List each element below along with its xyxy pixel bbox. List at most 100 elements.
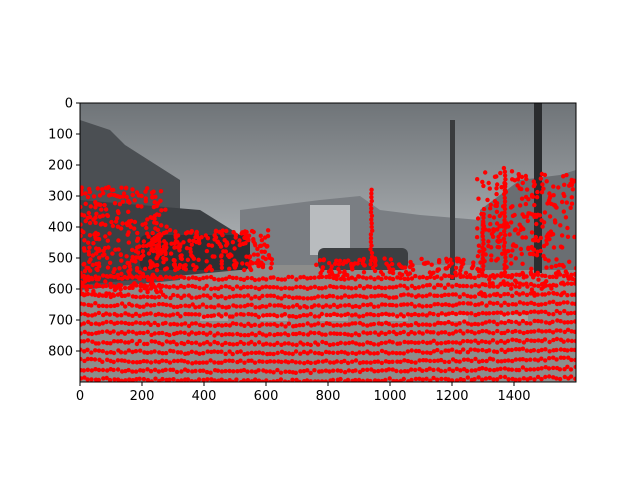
data-point — [569, 320, 574, 325]
data-point — [201, 323, 206, 328]
data-point — [81, 368, 87, 373]
data-point — [154, 256, 159, 261]
data-point — [267, 302, 273, 308]
data-point — [119, 320, 124, 325]
data-point — [431, 338, 436, 343]
data-point — [409, 312, 414, 318]
data-point — [521, 301, 526, 306]
data-point — [171, 321, 177, 327]
data-point — [315, 342, 321, 347]
data-point — [546, 291, 552, 296]
data-point — [357, 257, 362, 263]
data-point — [554, 347, 559, 353]
data-point — [502, 374, 508, 380]
data-point — [327, 273, 332, 279]
data-point — [502, 262, 507, 267]
data-point — [410, 267, 416, 272]
data-point — [439, 350, 444, 355]
data-point — [256, 259, 261, 264]
data-point — [85, 284, 91, 289]
data-point — [558, 244, 564, 249]
data-point — [194, 265, 199, 270]
data-point — [255, 246, 260, 252]
white-building — [310, 205, 350, 255]
data-point — [158, 189, 164, 194]
data-point — [171, 284, 176, 289]
data-point — [100, 321, 106, 326]
data-point — [80, 284, 84, 289]
data-point — [461, 347, 466, 352]
data-point — [327, 342, 333, 348]
data-point — [109, 219, 114, 225]
data-point — [133, 320, 139, 325]
data-point — [151, 284, 157, 289]
data-point — [148, 322, 153, 327]
data-point — [480, 234, 485, 239]
data-point — [509, 319, 514, 325]
data-point — [197, 342, 203, 347]
data-point — [212, 305, 217, 310]
data-point — [301, 296, 306, 301]
data-point — [480, 267, 486, 272]
data-point — [282, 277, 288, 282]
data-point — [92, 357, 98, 362]
data-point — [350, 321, 355, 326]
data-point — [301, 368, 307, 374]
data-point — [271, 351, 276, 357]
data-point — [356, 332, 362, 338]
data-point — [80, 270, 83, 276]
data-point — [186, 312, 191, 317]
data-point — [490, 338, 496, 343]
data-point — [457, 294, 462, 299]
data-point — [491, 310, 496, 316]
data-point — [528, 309, 534, 315]
data-point — [357, 283, 363, 289]
data-point — [480, 179, 485, 185]
data-point — [298, 369, 303, 374]
data-point — [513, 357, 519, 362]
data-point — [168, 303, 173, 308]
data-point — [517, 173, 522, 179]
data-point — [480, 321, 485, 326]
data-point — [482, 282, 488, 287]
data-point — [461, 274, 466, 279]
data-point — [547, 339, 552, 345]
data-point — [520, 282, 526, 287]
data-point — [364, 360, 369, 365]
data-point — [569, 357, 574, 363]
data-point — [338, 331, 343, 336]
data-point — [109, 192, 114, 197]
data-point — [193, 321, 198, 326]
data-point — [204, 259, 209, 264]
y-tick-label: 600 — [48, 283, 73, 298]
data-point — [528, 329, 534, 334]
data-point — [85, 367, 91, 372]
data-point — [89, 350, 94, 355]
data-point — [401, 314, 406, 319]
data-point — [237, 293, 243, 299]
data-point — [249, 302, 254, 307]
data-point — [201, 341, 206, 346]
data-point — [543, 347, 548, 352]
data-point — [235, 369, 240, 374]
data-point — [96, 246, 102, 252]
data-point — [125, 275, 130, 281]
data-point — [350, 340, 355, 345]
data-point — [146, 234, 151, 239]
data-point — [197, 304, 202, 309]
data-point — [261, 313, 266, 318]
x-tick-label: 200 — [130, 389, 155, 404]
data-point — [156, 301, 162, 307]
data-point — [502, 300, 507, 305]
data-point — [401, 329, 406, 335]
data-point — [158, 289, 164, 294]
data-point — [465, 357, 471, 362]
data-point — [187, 238, 192, 243]
data-point — [364, 295, 369, 300]
data-point — [283, 351, 288, 356]
data-point — [100, 303, 106, 308]
data-point — [502, 229, 507, 234]
data-point — [401, 302, 406, 307]
data-point — [445, 259, 450, 264]
data-point — [387, 312, 392, 317]
